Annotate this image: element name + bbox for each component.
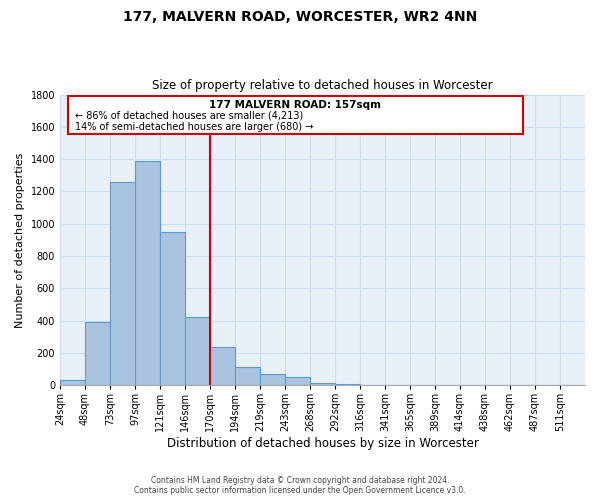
Text: 177 MALVERN ROAD: 157sqm: 177 MALVERN ROAD: 157sqm — [209, 100, 381, 110]
Title: Size of property relative to detached houses in Worcester: Size of property relative to detached ho… — [152, 79, 493, 92]
Text: Contains HM Land Registry data © Crown copyright and database right 2024.
Contai: Contains HM Land Registry data © Crown c… — [134, 476, 466, 495]
Bar — [160, 232, 185, 385]
Text: ← 86% of detached houses are smaller (4,213): ← 86% of detached houses are smaller (4,… — [75, 111, 303, 121]
Bar — [260, 374, 285, 385]
Bar — [110, 182, 135, 385]
Bar — [185, 318, 210, 385]
Bar — [85, 322, 110, 385]
Bar — [210, 347, 235, 385]
Bar — [310, 382, 335, 385]
Y-axis label: Number of detached properties: Number of detached properties — [15, 152, 25, 328]
FancyBboxPatch shape — [68, 96, 523, 134]
Bar — [135, 160, 160, 385]
Bar — [335, 384, 360, 385]
Bar — [285, 377, 310, 385]
X-axis label: Distribution of detached houses by size in Worcester: Distribution of detached houses by size … — [167, 437, 478, 450]
Bar — [60, 380, 85, 385]
Text: 177, MALVERN ROAD, WORCESTER, WR2 4NN: 177, MALVERN ROAD, WORCESTER, WR2 4NN — [123, 10, 477, 24]
Bar — [235, 368, 260, 385]
Text: 14% of semi-detached houses are larger (680) →: 14% of semi-detached houses are larger (… — [75, 122, 313, 132]
